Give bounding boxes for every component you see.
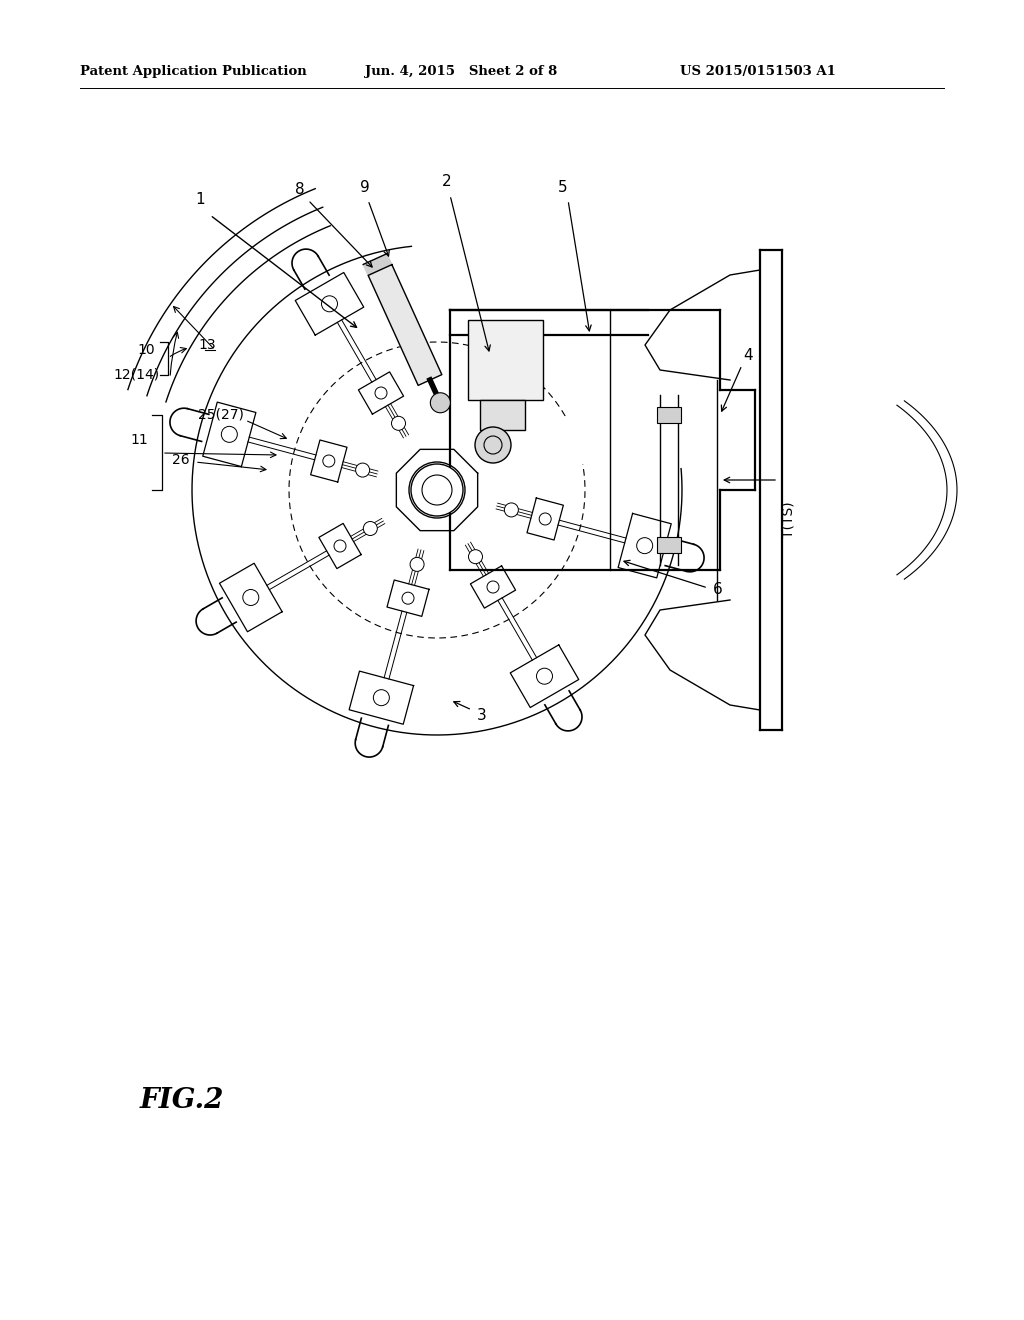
Text: 10: 10 [137,343,155,356]
Text: 2: 2 [442,174,452,190]
Text: T(TS): T(TS) [782,502,796,539]
Circle shape [391,416,406,430]
Text: 25(27): 25(27) [198,408,244,422]
Text: 26: 26 [172,453,190,467]
Circle shape [410,557,424,572]
Text: 9: 9 [360,181,370,195]
Text: FIG.2: FIG.2 [140,1086,224,1114]
Circle shape [411,465,463,516]
Circle shape [469,549,482,564]
Bar [468,319,543,400]
Text: 5: 5 [558,180,568,194]
Text: 1: 1 [196,193,205,207]
Text: Jun. 4, 2015   Sheet 2 of 8: Jun. 4, 2015 Sheet 2 of 8 [365,66,557,78]
Circle shape [505,503,518,517]
Text: 6: 6 [713,582,723,598]
Circle shape [364,521,377,536]
Text: US 2015/0151503 A1: US 2015/0151503 A1 [680,66,836,78]
Text: 4: 4 [743,347,753,363]
Text: 8: 8 [295,182,305,198]
Circle shape [475,426,511,463]
Circle shape [355,463,370,477]
Text: 3: 3 [477,708,486,722]
Polygon shape [369,264,441,385]
Text: 12(14): 12(14) [114,368,160,381]
Bar [657,407,681,422]
Text: 11: 11 [130,433,148,447]
Polygon shape [364,253,392,276]
Circle shape [430,393,451,413]
Bar [480,400,525,430]
Text: Patent Application Publication: Patent Application Publication [80,66,307,78]
Bar [657,537,681,553]
Text: 13: 13 [198,338,216,352]
